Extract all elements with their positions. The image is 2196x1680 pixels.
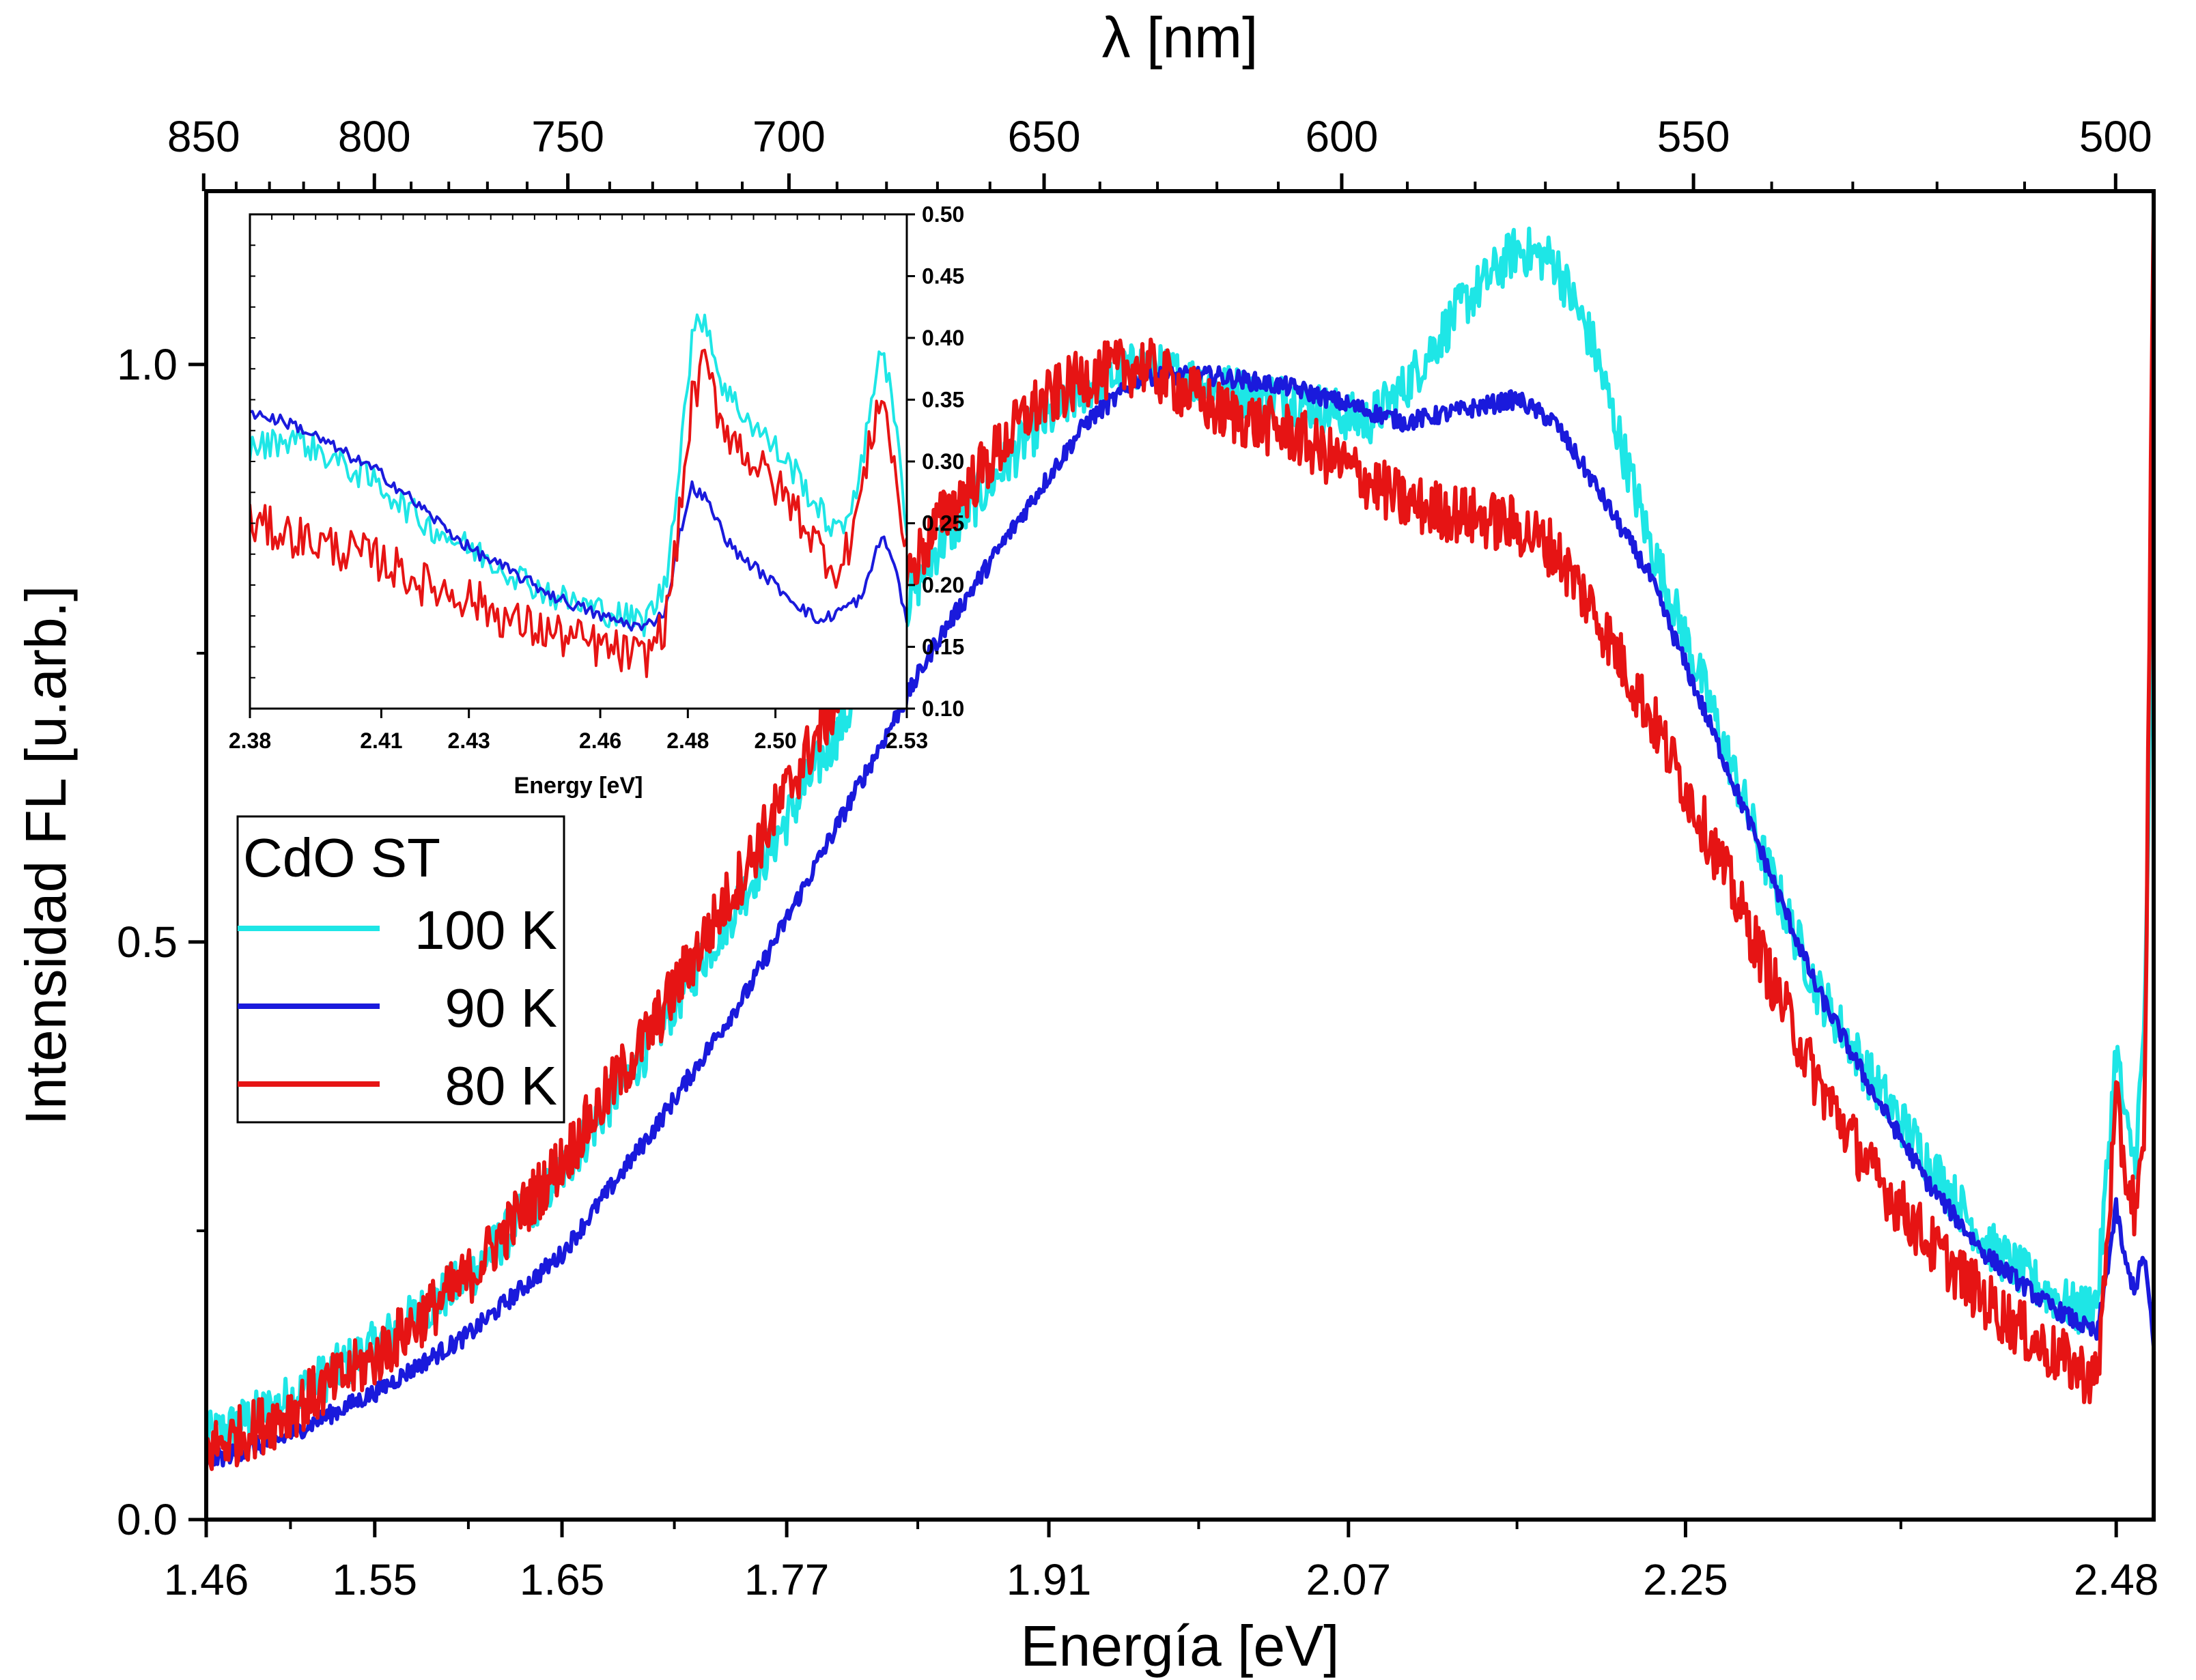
inset-y-tick-label: 0.10	[922, 696, 964, 721]
x-axis-title: Energía [eV]	[1021, 1614, 1340, 1678]
x-tick-label: 2.25	[1643, 1555, 1728, 1604]
inset-chart: 2.38 2.41 2.43 2.46 2.48 2.50 2.53 0.10 0.15 0.2…	[229, 202, 964, 799]
top-axis-title: λ [nm]	[1102, 5, 1258, 70]
inset-series-line-90-k	[250, 410, 907, 632]
top-tick-label: 550	[1657, 112, 1730, 161]
legend-title: CdO ST	[243, 827, 440, 888]
x-tick-label: 2.48	[2074, 1555, 2159, 1604]
y-axis-title: Intensidad FL [u.arb.]	[14, 586, 78, 1126]
x-tick-label: 1.46	[164, 1555, 249, 1604]
legend-box	[236, 815, 565, 1124]
inset-x-tick-label: 2.50	[754, 728, 796, 753]
top-tick-label: 700	[752, 112, 826, 161]
inset-y-tick-label: 0.15	[922, 635, 964, 659]
inset-x-axis-title: Energy [eV]	[514, 773, 643, 799]
inset-x-axis-ticks: 2.38 2.41 2.43 2.46 2.48 2.50 2.53	[229, 214, 928, 753]
series-line-80-k	[206, 210, 2154, 1471]
inset-x-tick-label: 2.53	[886, 728, 928, 753]
legend: CdO ST 100 K 90 K 80 K	[236, 815, 565, 1124]
inset-y-tick-label: 0.25	[922, 511, 964, 536]
x-tick-label: 1.55	[333, 1555, 418, 1604]
inset-y-tick-label: 0.50	[922, 202, 964, 227]
legend-label-100-k: 100 K	[414, 900, 557, 960]
legend-label-90-k: 90 K	[445, 978, 557, 1038]
main-x-axis-ticks: 1.46 1.55 1.65 1.77 1.91 2.07 2.25 2.48	[164, 1520, 2159, 1604]
x-tick-label: 1.65	[520, 1555, 605, 1604]
main-plot-frame	[204, 189, 2156, 1522]
main-series-group	[206, 210, 2154, 1471]
x-tick-label: 1.77	[744, 1555, 830, 1604]
series-line-90-k	[206, 365, 2154, 1468]
y-tick-label: 0.0	[117, 1495, 178, 1544]
top-wavelength-axis-ticks: 850 800 750 700 650 600 550 500	[167, 112, 2152, 191]
inset-background	[250, 214, 907, 709]
top-tick-label: 600	[1306, 112, 1379, 161]
top-tick-label: 750	[531, 112, 604, 161]
inset-y-tick-label: 0.35	[922, 388, 964, 412]
legend-entries: 100 K 90 K 80 K	[238, 900, 557, 1116]
top-tick-label: 500	[2079, 112, 2152, 161]
inset-x-tick-label: 2.43	[448, 728, 490, 753]
legend-label-80-k: 80 K	[445, 1055, 557, 1116]
inset-y-axis-ticks: 0.10 0.15 0.20 0.25 0.30 0.35 0.40 0.45 0.50	[250, 202, 964, 721]
main-y-axis-ticks: 0.0 0.5 1.0	[117, 340, 206, 1544]
inset-x-tick-label: 2.38	[229, 728, 271, 753]
top-tick-label: 850	[167, 112, 240, 161]
inset-series-line-100-k	[250, 313, 907, 638]
y-tick-label: 0.5	[117, 917, 178, 967]
inset-series-line-80-k	[250, 348, 907, 679]
inset-y-tick-label: 0.30	[922, 449, 964, 474]
inset-x-tick-label: 2.48	[666, 728, 709, 753]
x-tick-label: 2.07	[1306, 1555, 1392, 1604]
top-tick-label: 800	[338, 112, 411, 161]
top-tick-label: 650	[1008, 112, 1081, 161]
main-chart: 1.46 1.55 1.65 1.77 1.91 2.07 2.25 2.48 0.0 0.5 1…	[14, 5, 2158, 1678]
x-tick-label: 1.91	[1006, 1555, 1092, 1604]
inset-x-tick-label: 2.46	[579, 728, 621, 753]
inset-x-tick-label: 2.41	[360, 728, 402, 753]
y-tick-label: 1.0	[117, 340, 178, 389]
inset-y-tick-label: 0.45	[922, 264, 964, 289]
inset-y-tick-label: 0.40	[922, 326, 964, 350]
inset-series-group	[250, 313, 907, 679]
inset-y-tick-label: 0.20	[922, 573, 964, 597]
